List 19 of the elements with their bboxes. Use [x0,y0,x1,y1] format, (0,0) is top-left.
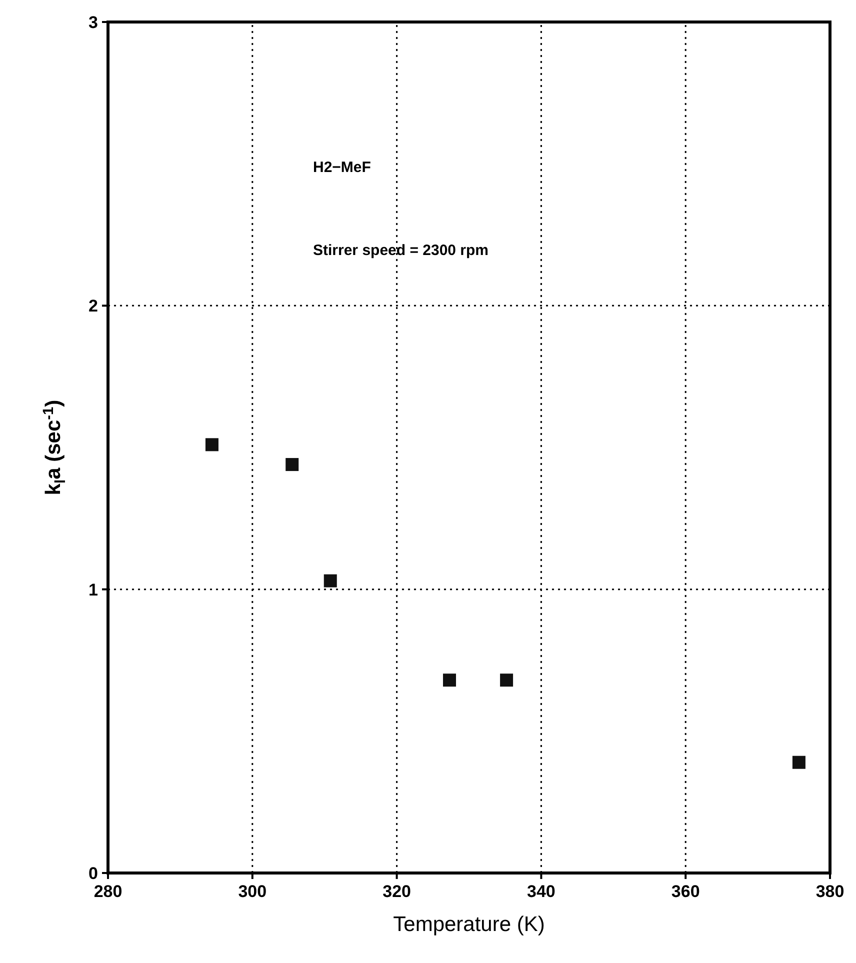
annotation: Stirrer speed = 2300 rpm [313,242,489,259]
x-tick-label: 360 [671,882,700,901]
x-axis-title: Temperature (K) [393,913,545,936]
point [792,756,806,769]
point [286,458,299,472]
y-tick-label: 2 [88,296,98,316]
x-tick-label: 300 [238,882,267,901]
annotation: H2−MeF [313,159,371,176]
y-tick-label: 3 [88,13,98,32]
x-tick-label: 280 [94,882,122,901]
x-tick-label: 340 [527,882,556,901]
point [205,438,218,452]
point [443,674,456,687]
x-tick-label: 320 [382,882,411,901]
x-tick-label: 380 [816,882,844,901]
point [324,574,337,588]
point [500,674,514,687]
y-tick-label: 0 [88,864,98,883]
y-tick-label: 1 [88,580,98,600]
